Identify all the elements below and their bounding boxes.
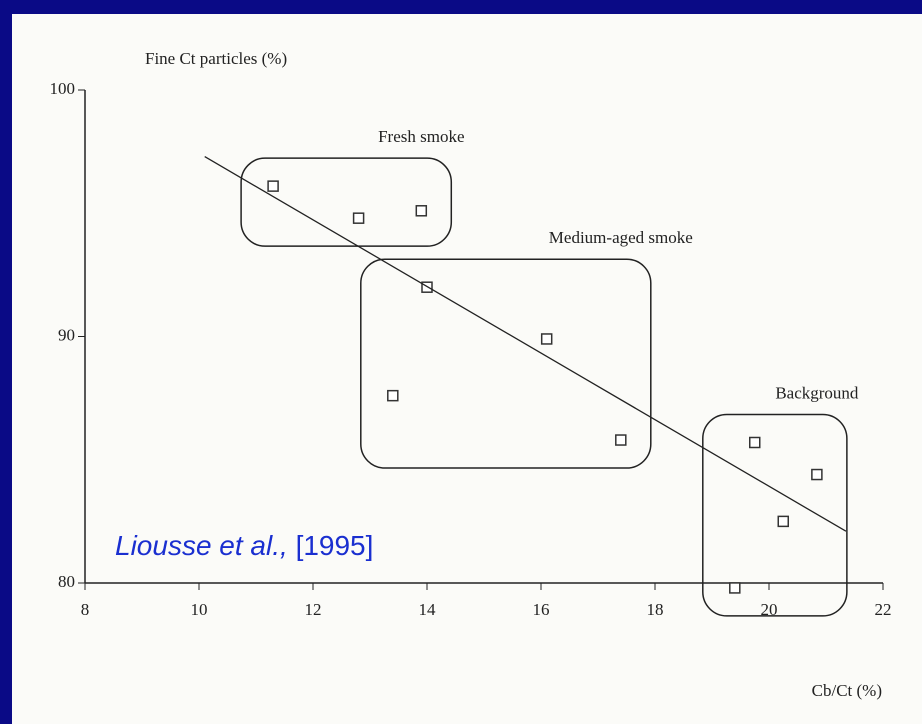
group-box xyxy=(240,157,453,247)
trend-line xyxy=(204,155,847,532)
x-tick-label: 18 xyxy=(647,600,664,619)
x-tick-label: 14 xyxy=(419,600,437,619)
x-tick-label: 16 xyxy=(533,600,550,619)
scan-background xyxy=(12,14,922,724)
citation: Liousse et al., [1995] xyxy=(115,530,373,561)
x-axis-label: Cb/Ct (%) xyxy=(812,681,882,700)
group-label: Medium-aged smoke xyxy=(549,228,693,247)
group-box xyxy=(702,413,848,617)
data-point xyxy=(777,515,789,528)
y-tick-label: 90 xyxy=(58,325,75,344)
x-tick-label: 10 xyxy=(191,600,208,619)
y-tick-label: 100 xyxy=(50,79,76,98)
y-axis-label: Fine Ct particles (%) xyxy=(145,49,287,68)
citation-year: [1995] xyxy=(296,530,374,561)
citation-authors: Liousse et al., xyxy=(115,530,288,561)
group-label: Fresh smoke xyxy=(378,127,464,146)
x-tick-label: 22 xyxy=(875,600,892,619)
data-point xyxy=(811,468,823,481)
data-point xyxy=(749,436,761,449)
x-tick-label: 12 xyxy=(305,600,322,619)
y-tick-label: 80 xyxy=(58,572,75,591)
data-point xyxy=(729,582,741,594)
group-label: Background xyxy=(775,383,859,402)
data-point xyxy=(267,180,279,192)
data-point xyxy=(421,281,433,293)
data-point xyxy=(352,212,365,224)
data-point xyxy=(540,333,553,345)
data-point xyxy=(387,389,399,402)
x-tick-label: 8 xyxy=(81,600,90,619)
group-box xyxy=(360,258,652,469)
x-tick-label: 20 xyxy=(761,600,778,619)
data-point xyxy=(415,205,428,217)
data-point xyxy=(615,434,627,446)
